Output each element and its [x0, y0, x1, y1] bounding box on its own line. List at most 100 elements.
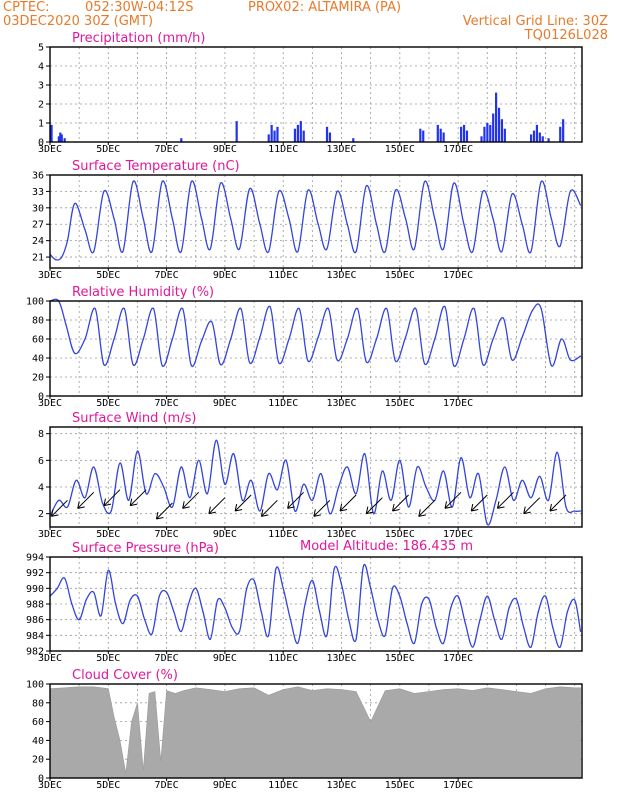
- data-point: [84, 497, 86, 499]
- data-point: [375, 338, 378, 340]
- panel-title: Precipitation (mm/h): [72, 31, 205, 46]
- precip-bar: [495, 92, 498, 142]
- data-point: [326, 634, 328, 636]
- data-point: [307, 360, 309, 362]
- panel-frame: [49, 300, 583, 397]
- data-point: [415, 308, 417, 310]
- x-tick-label: 5DEC: [96, 529, 120, 540]
- data-point: [151, 633, 153, 635]
- data-point: [84, 338, 86, 340]
- data-point: [259, 336, 261, 338]
- data-point: [579, 510, 582, 512]
- data-point: [406, 622, 408, 625]
- x-tick-label: 15DEC: [385, 780, 415, 791]
- data-point: [566, 611, 569, 613]
- data-point: [230, 338, 232, 340]
- data-point: [224, 483, 226, 485]
- y-tick-label: 60: [32, 717, 44, 728]
- x-tick-label: 9DEC: [213, 398, 237, 409]
- precip-bar: [180, 138, 183, 142]
- data-point: [259, 223, 261, 225]
- data-point: [180, 630, 182, 633]
- x-tick-label: 7DEC: [155, 653, 179, 664]
- data-point: [550, 218, 552, 220]
- data-point: [209, 248, 211, 250]
- data-point: [521, 336, 523, 338]
- data-point: [469, 497, 471, 499]
- data-point: [515, 598, 518, 600]
- data-point: [171, 506, 174, 508]
- precip-bar: [299, 121, 302, 142]
- panel-title: Surface Pressure (hPa): [72, 541, 219, 556]
- data-point: [372, 513, 375, 515]
- x-tick-label: 5DEC: [96, 653, 120, 664]
- data-point: [530, 646, 532, 648]
- y-tick-label: 6: [38, 456, 44, 467]
- wind-arrow: [444, 491, 462, 509]
- y-tick-label: 5: [38, 43, 44, 54]
- data-point: [202, 611, 204, 613]
- data-point: [180, 466, 182, 468]
- x-tick-label: 11DEC: [268, 398, 298, 409]
- data-point: [303, 483, 305, 485]
- y-tick-label: 33: [32, 187, 44, 198]
- x-tick-label: 7DEC: [155, 780, 179, 791]
- data-point: [464, 622, 466, 625]
- precip-bar: [436, 124, 439, 142]
- data-point: [56, 587, 58, 589]
- data-point: [569, 359, 571, 361]
- precip-bar: [538, 132, 541, 142]
- panel-title: Relative Humidity (%): [72, 285, 214, 300]
- data-point: [327, 308, 329, 310]
- data-point: [337, 486, 340, 488]
- wind-arrow: [549, 494, 567, 512]
- data-point: [346, 338, 348, 340]
- wind-arrow-head: [51, 509, 59, 517]
- data-point: [421, 603, 423, 605]
- wind-arrow: [77, 491, 95, 509]
- wind-arrow: [208, 497, 226, 515]
- wind-arrow: [365, 497, 383, 515]
- y-tick-label: 60: [32, 335, 44, 346]
- y-tick-label: 0: [38, 392, 44, 403]
- data-point: [275, 568, 277, 570]
- data-point: [173, 611, 175, 613]
- data-point: [530, 497, 532, 499]
- data-point: [103, 364, 105, 366]
- data-point: [463, 338, 465, 340]
- data-point: [187, 603, 190, 605]
- data-point: [209, 638, 211, 640]
- data-point: [278, 362, 280, 364]
- data-point: [540, 308, 542, 310]
- y-tick-label: 0: [38, 138, 44, 149]
- precip-bar: [270, 124, 273, 142]
- data-point: [317, 223, 319, 225]
- data-point: [537, 611, 539, 613]
- series-line: [49, 563, 582, 649]
- x-tick-label: 17DEC: [443, 780, 473, 791]
- data-point: [391, 587, 394, 589]
- data-point: [195, 587, 197, 589]
- data-point: [285, 459, 287, 461]
- precip-bar: [503, 128, 506, 142]
- data-point: [364, 453, 366, 455]
- wind-arrow-head: [182, 501, 190, 509]
- data-point: [74, 352, 76, 354]
- wind-arrow-head: [392, 503, 400, 512]
- data-point: [206, 493, 209, 495]
- precip-bar: [296, 124, 299, 142]
- precip-bar: [59, 132, 62, 142]
- precip-bar: [439, 128, 442, 142]
- x-tick-label: 3DEC: [38, 144, 62, 155]
- header-org: CPTEC:: [3, 0, 50, 15]
- precip-bar: [492, 113, 495, 142]
- data-point: [399, 459, 401, 461]
- data-point: [320, 473, 322, 475]
- x-tick-label: 3DEC: [38, 780, 62, 791]
- wind-arrow: [497, 491, 514, 509]
- data-point: [356, 308, 359, 310]
- x-tick-label: 5DEC: [96, 144, 120, 155]
- wind-arrow: [103, 489, 121, 507]
- wind-arrow: [313, 499, 331, 517]
- data-point: [65, 324, 67, 326]
